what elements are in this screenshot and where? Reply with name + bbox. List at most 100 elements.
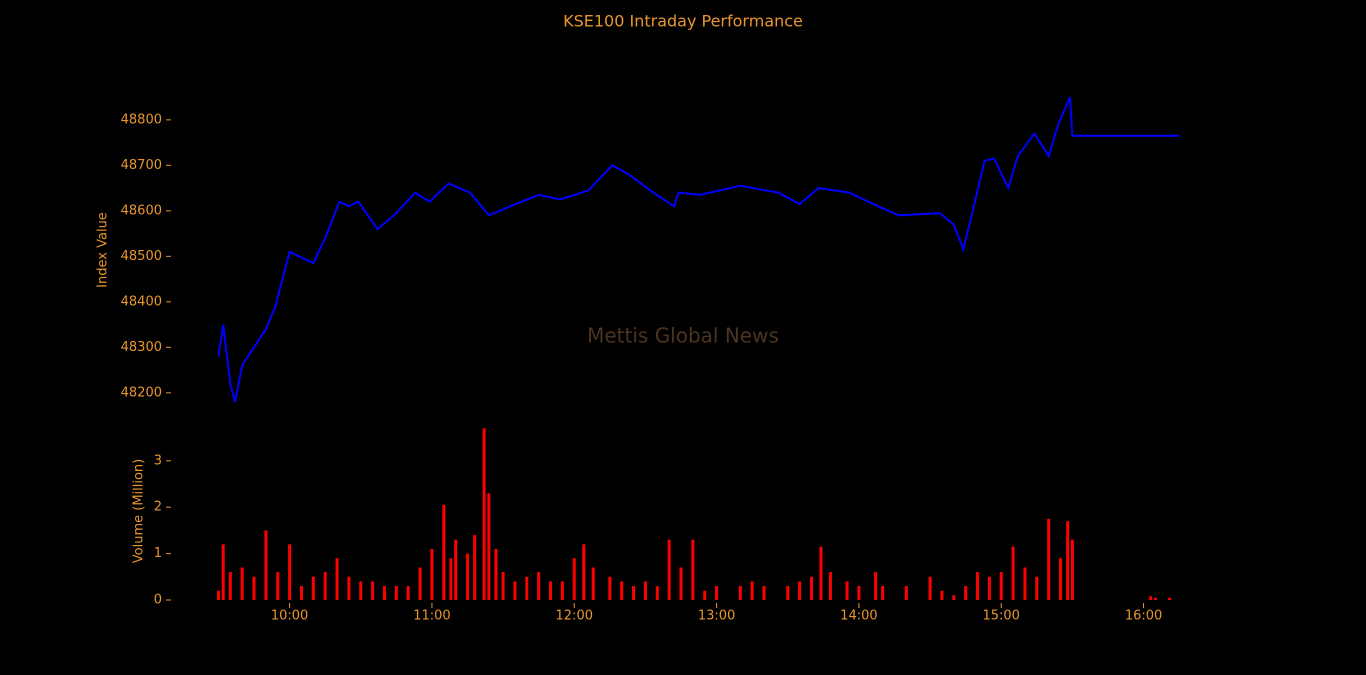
volume-bar [1023, 567, 1027, 600]
volume-bar [1070, 539, 1074, 600]
x-tick-label: 13:00 [698, 609, 735, 624]
volume-bar [1149, 596, 1153, 600]
y-axis-label: Volume (Million) [132, 459, 147, 563]
volume-bar [454, 539, 458, 600]
volume-bar [494, 548, 498, 600]
volume-bar [449, 558, 453, 600]
volume-bar [591, 567, 595, 600]
volume-bar [620, 581, 624, 600]
volume-bar [940, 590, 944, 600]
x-tick-label: 14:00 [840, 609, 877, 624]
volume-bar [323, 572, 327, 600]
x-tick-label: 16:00 [1125, 609, 1162, 624]
volume-bar [857, 586, 861, 600]
volume-bar [632, 586, 636, 600]
volume-bar [1047, 518, 1051, 600]
volume-bar [487, 493, 491, 600]
volume-bar [828, 572, 832, 600]
volume-bar [311, 576, 315, 600]
volume-bar [482, 428, 486, 600]
y-tick-label: 2 [154, 500, 162, 515]
volume-bar [667, 539, 671, 600]
volume-bar [382, 586, 386, 600]
volume-bar [643, 581, 647, 600]
volume-bar [252, 576, 256, 600]
volume-bar [874, 572, 878, 600]
volume-bar [537, 572, 541, 600]
volume-bar [762, 586, 766, 600]
volume-bar [335, 558, 339, 600]
chart-title: KSE100 Intraday Performance [563, 12, 803, 31]
volume-bar [819, 546, 823, 600]
volume-bar [952, 595, 956, 600]
y-tick-label: 0 [154, 593, 162, 608]
y-tick-label: 48200 [121, 385, 162, 400]
volume-bar [738, 586, 742, 600]
volume-bar [501, 572, 505, 600]
volume-bar [347, 576, 351, 600]
volume-bar [845, 581, 849, 600]
x-tick-label: 10:00 [271, 609, 308, 624]
volume-bar [1011, 546, 1015, 600]
volume-bar [1035, 576, 1039, 600]
volume-bar [418, 567, 422, 600]
volume-bar [473, 535, 477, 600]
volume-bar [276, 572, 280, 600]
volume-bar [1168, 597, 1172, 600]
volume-bar [394, 586, 398, 600]
volume-bar [987, 576, 991, 600]
y-tick-label: 48300 [121, 340, 162, 355]
y-tick-label: 48500 [121, 249, 162, 264]
volume-bar [928, 576, 932, 600]
volume-bar [691, 539, 695, 600]
volume-bar [525, 576, 529, 600]
volume-bar [976, 572, 980, 600]
volume-bar [560, 581, 564, 600]
volume-bar [881, 586, 885, 600]
volume-bar [299, 586, 303, 600]
x-tick-label: 15:00 [982, 609, 1019, 624]
volume-bar [608, 576, 612, 600]
volume-bar [582, 544, 586, 600]
volume-bar [359, 581, 363, 600]
volume-bar [798, 581, 802, 600]
y-tick-label: 48800 [121, 112, 162, 127]
y-axis-label: Index Value [96, 212, 111, 288]
volume-bar [703, 590, 707, 600]
volume-bar [228, 572, 232, 600]
volume-bar [549, 581, 553, 600]
volume-bar [679, 567, 683, 600]
volume-bar [221, 544, 225, 600]
watermark: Mettis Global News [587, 324, 779, 348]
volume-bar [809, 576, 813, 600]
volume-bar [264, 530, 268, 600]
volume-bar [466, 553, 470, 600]
volume-bar [371, 581, 375, 600]
volume-bar [288, 544, 292, 600]
volume-bar [1066, 521, 1070, 600]
volume-bar [442, 504, 446, 600]
volume-bar [786, 586, 790, 600]
volume-bar [715, 586, 719, 600]
y-tick-label: 1 [154, 546, 162, 561]
volume-bar [406, 586, 410, 600]
index-line [217, 96, 1180, 403]
volume-bar [904, 586, 908, 600]
x-tick-label: 11:00 [413, 609, 450, 624]
volume-bar [750, 581, 754, 600]
x-tick-label: 12:00 [556, 609, 593, 624]
volume-bar [1153, 597, 1157, 600]
y-tick-label: 3 [154, 453, 162, 468]
volume-bar [964, 586, 968, 600]
volume-bar [1059, 558, 1063, 600]
volume-bar [999, 572, 1003, 600]
volume-bar [216, 590, 220, 600]
y-tick-label: 48400 [121, 294, 162, 309]
y-tick-label: 48700 [121, 158, 162, 173]
volume-bar [430, 548, 434, 600]
volume-bar [572, 558, 576, 600]
volume-bar [513, 581, 517, 600]
volume-bar [655, 586, 659, 600]
